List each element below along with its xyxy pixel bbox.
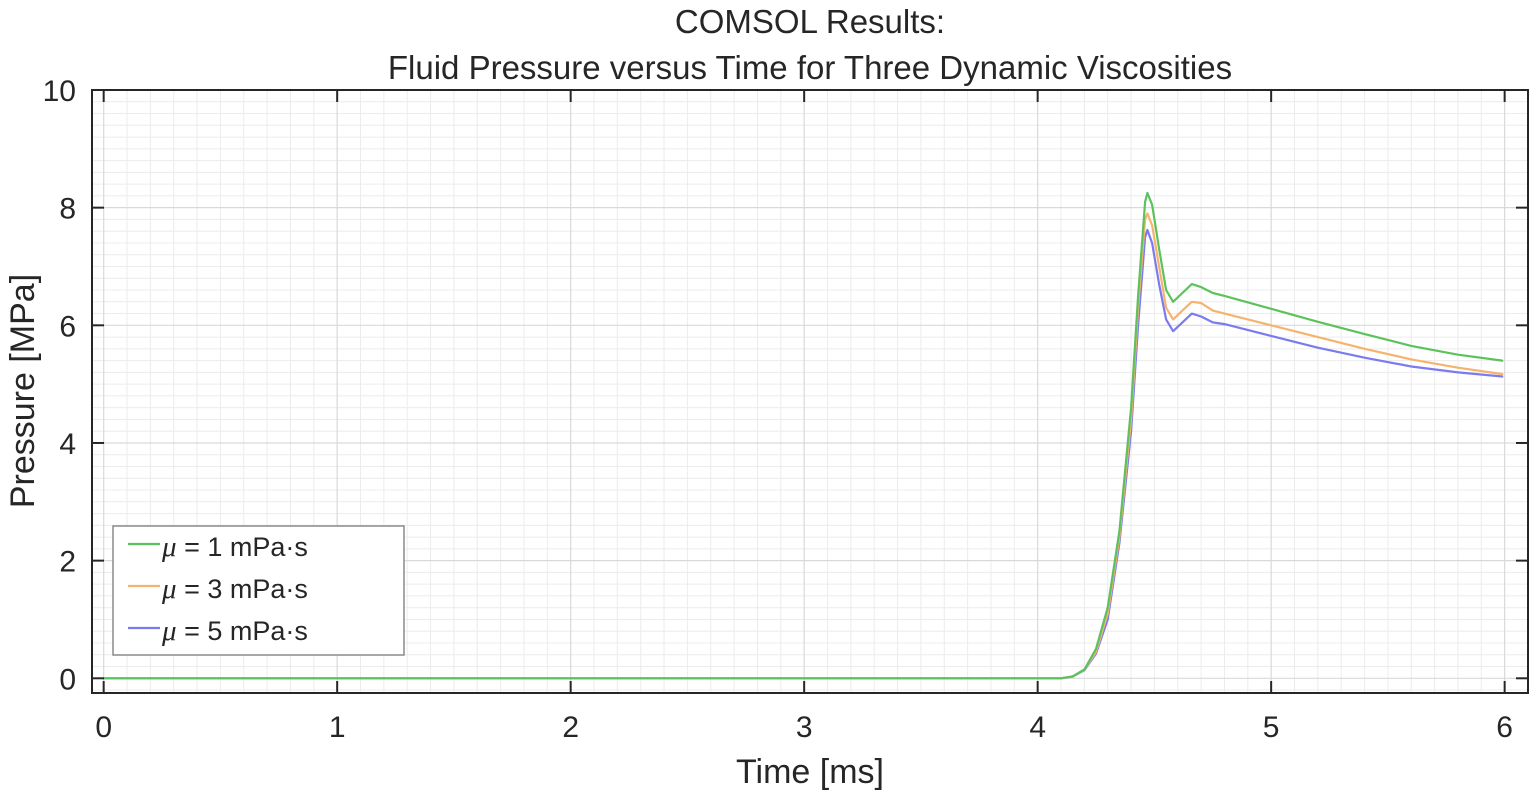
legend-label-1: μ = 1 mPa·s — [161, 531, 308, 563]
y-tick-label: 8 — [59, 193, 76, 226]
legend-box — [112, 525, 405, 656]
x-tick-label: 0 — [95, 711, 112, 744]
x-tick-label: 2 — [562, 711, 579, 744]
chart-title-line-2: Fluid Pressure versus Time for Three Dyn… — [388, 49, 1232, 86]
series-layer — [102, 191, 1504, 680]
series-line-1 — [102, 191, 1504, 680]
x-axis-label: Time [ms] — [736, 753, 884, 791]
x-tick-labels: 0 1 2 3 4 5 6 — [95, 711, 1513, 744]
y-tick-labels: 0 2 4 6 8 10 — [43, 75, 76, 696]
y-tick-label: 4 — [59, 428, 76, 461]
x-tick-label: 1 — [329, 711, 346, 744]
x-tick-label: 6 — [1496, 711, 1513, 744]
chart-title-line-1: COMSOL Results: — [675, 3, 945, 40]
tick-marks — [92, 89, 1528, 693]
x-tick-label: 4 — [1029, 711, 1046, 744]
y-axis-label: Pressure [MPa] — [4, 274, 42, 508]
x-tick-label: 3 — [796, 711, 813, 744]
x-tick-label: 5 — [1263, 711, 1280, 744]
legend: μ = 1 mPa·s μ = 3 mPa·s μ = 5 mPa·s — [112, 525, 405, 656]
y-tick-label: 0 — [59, 663, 76, 696]
y-tick-label: 6 — [59, 310, 76, 343]
legend-label-3: μ = 5 mPa·s — [161, 615, 308, 647]
legend-label-2: μ = 3 mPa·s — [161, 573, 308, 605]
plot-area-border — [91, 89, 1529, 694]
y-tick-label: 2 — [59, 546, 76, 579]
y-tick-label: 10 — [43, 75, 76, 108]
